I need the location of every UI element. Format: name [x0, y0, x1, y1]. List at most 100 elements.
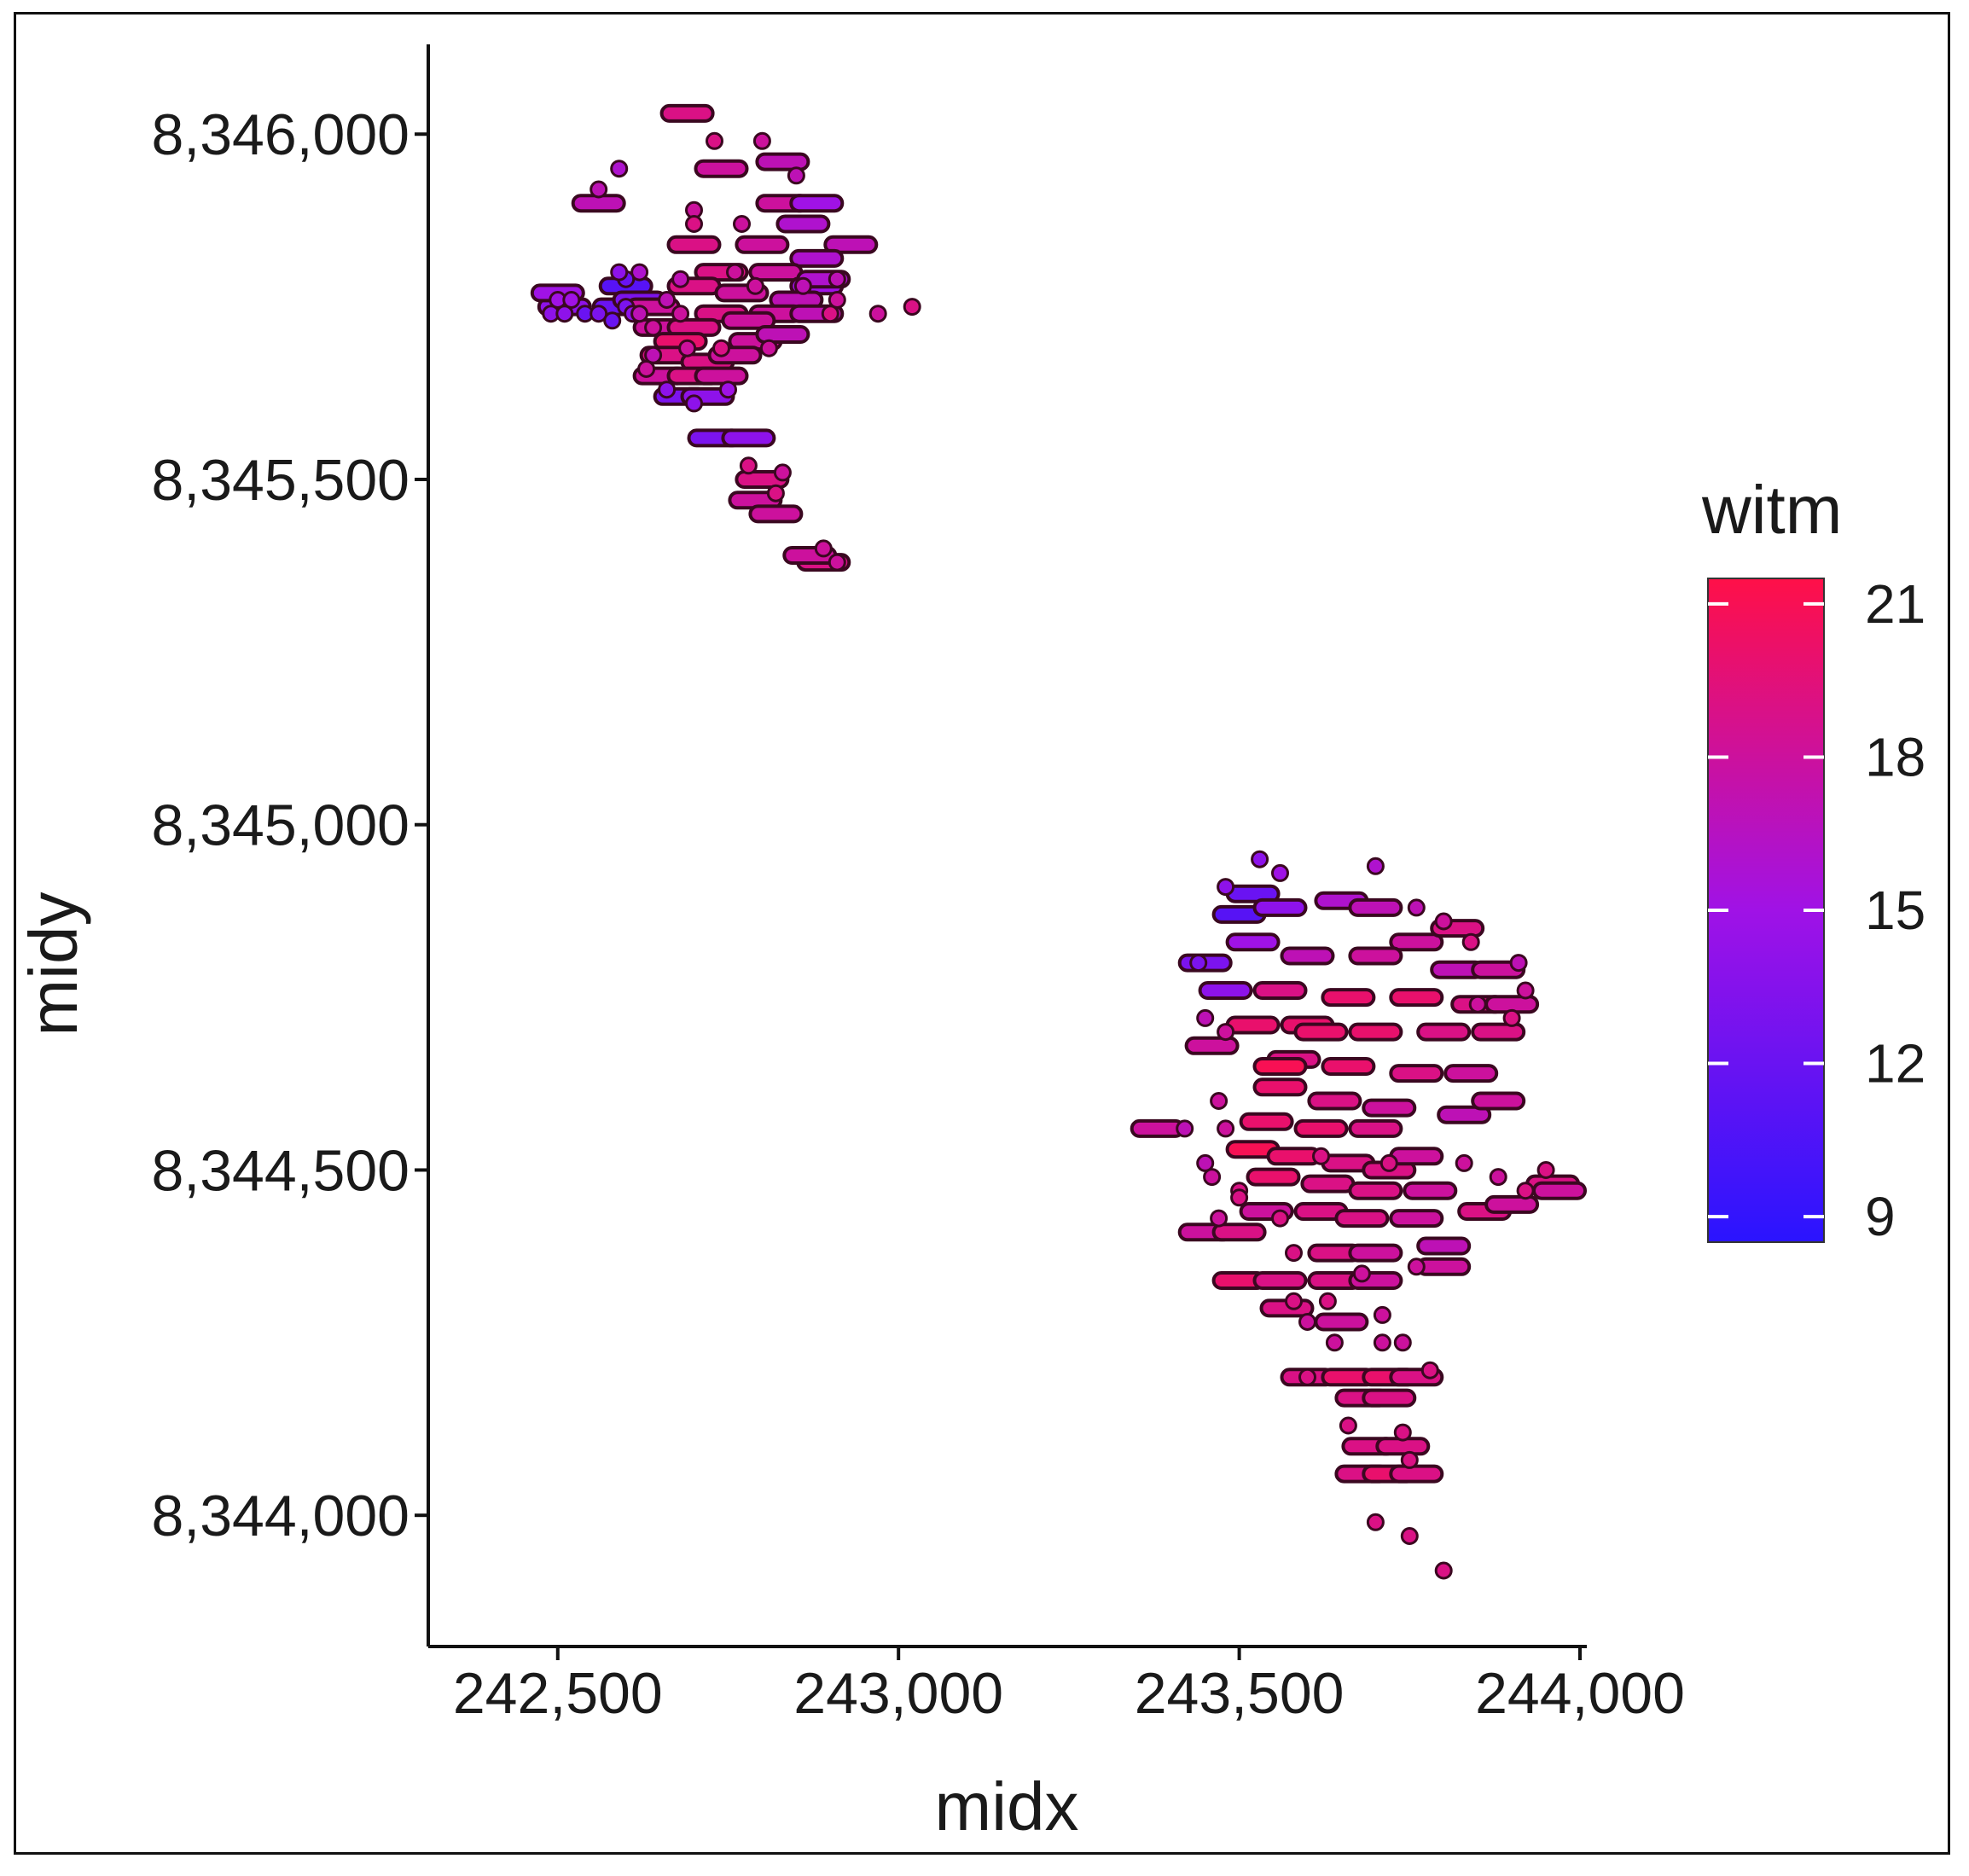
data-point	[1350, 1025, 1401, 1040]
data-point	[1282, 949, 1333, 964]
data-point	[788, 168, 804, 183]
data-point	[1218, 880, 1234, 895]
data-point	[639, 362, 654, 377]
data-point	[1340, 1418, 1356, 1433]
data-point	[757, 327, 808, 342]
data-point	[1518, 983, 1533, 998]
data-point	[1391, 1211, 1442, 1226]
data-point	[1418, 1259, 1469, 1275]
data-point	[775, 465, 790, 480]
data-point	[1316, 1315, 1367, 1330]
data-point	[795, 278, 810, 293]
legend-tick-label: 12	[1865, 1033, 1925, 1095]
data-point	[1354, 1266, 1369, 1281]
data-point	[1409, 1259, 1424, 1275]
data-point	[662, 106, 713, 121]
data-point	[714, 340, 729, 356]
data-point	[591, 182, 607, 197]
data-point	[1486, 1197, 1537, 1212]
data-point	[1205, 1170, 1220, 1185]
legend-tick-label: 18	[1865, 726, 1925, 787]
data-point	[659, 382, 675, 398]
data-point	[754, 133, 770, 148]
data-point	[829, 271, 845, 287]
data-point	[673, 306, 688, 322]
data-point	[1211, 1211, 1227, 1226]
data-point	[1198, 1010, 1213, 1025]
data-point	[1436, 1563, 1451, 1578]
data-point	[1255, 1079, 1306, 1095]
data-point	[1350, 1121, 1401, 1136]
data-point	[723, 430, 774, 445]
data-point	[1218, 1025, 1234, 1040]
data-point	[1132, 1121, 1183, 1136]
data-point	[721, 382, 736, 398]
data-point	[1350, 900, 1401, 915]
data-point	[1534, 1183, 1585, 1199]
y-tick-label: 8,344,000	[151, 1484, 409, 1548]
legend-tick-label: 21	[1865, 573, 1925, 635]
data-point	[1402, 1452, 1417, 1467]
data-point	[646, 320, 661, 335]
data-point	[1511, 955, 1526, 971]
data-point	[1456, 1155, 1472, 1170]
y-tick-label: 8,344,500	[151, 1138, 409, 1203]
data-point	[1252, 851, 1268, 867]
data-point	[1300, 1315, 1316, 1330]
data-point	[1472, 1094, 1524, 1109]
y-axis-title: midy	[15, 892, 91, 1037]
data-point	[747, 278, 763, 293]
data-point	[757, 154, 808, 170]
data-point	[1187, 1038, 1238, 1054]
data-point	[1287, 1246, 1302, 1261]
data-point	[1504, 1010, 1519, 1025]
data-point	[1327, 1335, 1342, 1350]
data-point	[1363, 1101, 1414, 1116]
x-tick-label: 243,500	[1135, 1661, 1345, 1726]
data-point	[822, 306, 838, 322]
data-point	[1232, 1190, 1247, 1205]
data-point	[707, 133, 723, 148]
data-point	[1472, 1025, 1524, 1040]
x-tick-label: 244,000	[1475, 1661, 1685, 1726]
data-point	[1391, 1066, 1442, 1081]
data-point	[632, 306, 648, 322]
data-point	[1518, 1183, 1533, 1199]
data-point	[736, 237, 787, 253]
data-point	[816, 541, 831, 556]
x-tick-label: 242,500	[453, 1661, 663, 1726]
data-point	[1391, 1148, 1442, 1164]
data-points	[532, 106, 1585, 1578]
data-point	[1418, 1025, 1469, 1040]
data-point	[904, 299, 920, 315]
data-point	[870, 306, 886, 322]
data-point	[777, 217, 828, 232]
data-point	[1228, 934, 1279, 950]
data-point	[1470, 996, 1485, 1012]
data-point	[1463, 934, 1478, 950]
data-point	[1191, 955, 1206, 971]
data-point	[669, 237, 720, 253]
data-point	[1418, 1239, 1469, 1254]
data-point	[1374, 1335, 1390, 1350]
data-point	[1538, 1163, 1554, 1178]
data-point	[1336, 1211, 1387, 1226]
data-point	[680, 340, 695, 356]
data-point	[1381, 1155, 1397, 1170]
data-point	[1391, 1467, 1442, 1482]
data-point	[750, 506, 801, 521]
data-point	[673, 271, 688, 287]
data-point	[1273, 1211, 1288, 1226]
data-point	[1287, 1293, 1302, 1309]
data-point	[1300, 1369, 1316, 1385]
data-point	[829, 555, 845, 570]
data-point	[1218, 1121, 1234, 1136]
data-point	[741, 458, 756, 473]
y-tick-label: 8,346,000	[151, 102, 409, 167]
data-point	[1273, 865, 1288, 880]
data-point	[1269, 1148, 1320, 1164]
data-point	[1395, 1425, 1410, 1440]
data-point	[1200, 983, 1252, 998]
legend-title: witm	[1701, 472, 1842, 548]
